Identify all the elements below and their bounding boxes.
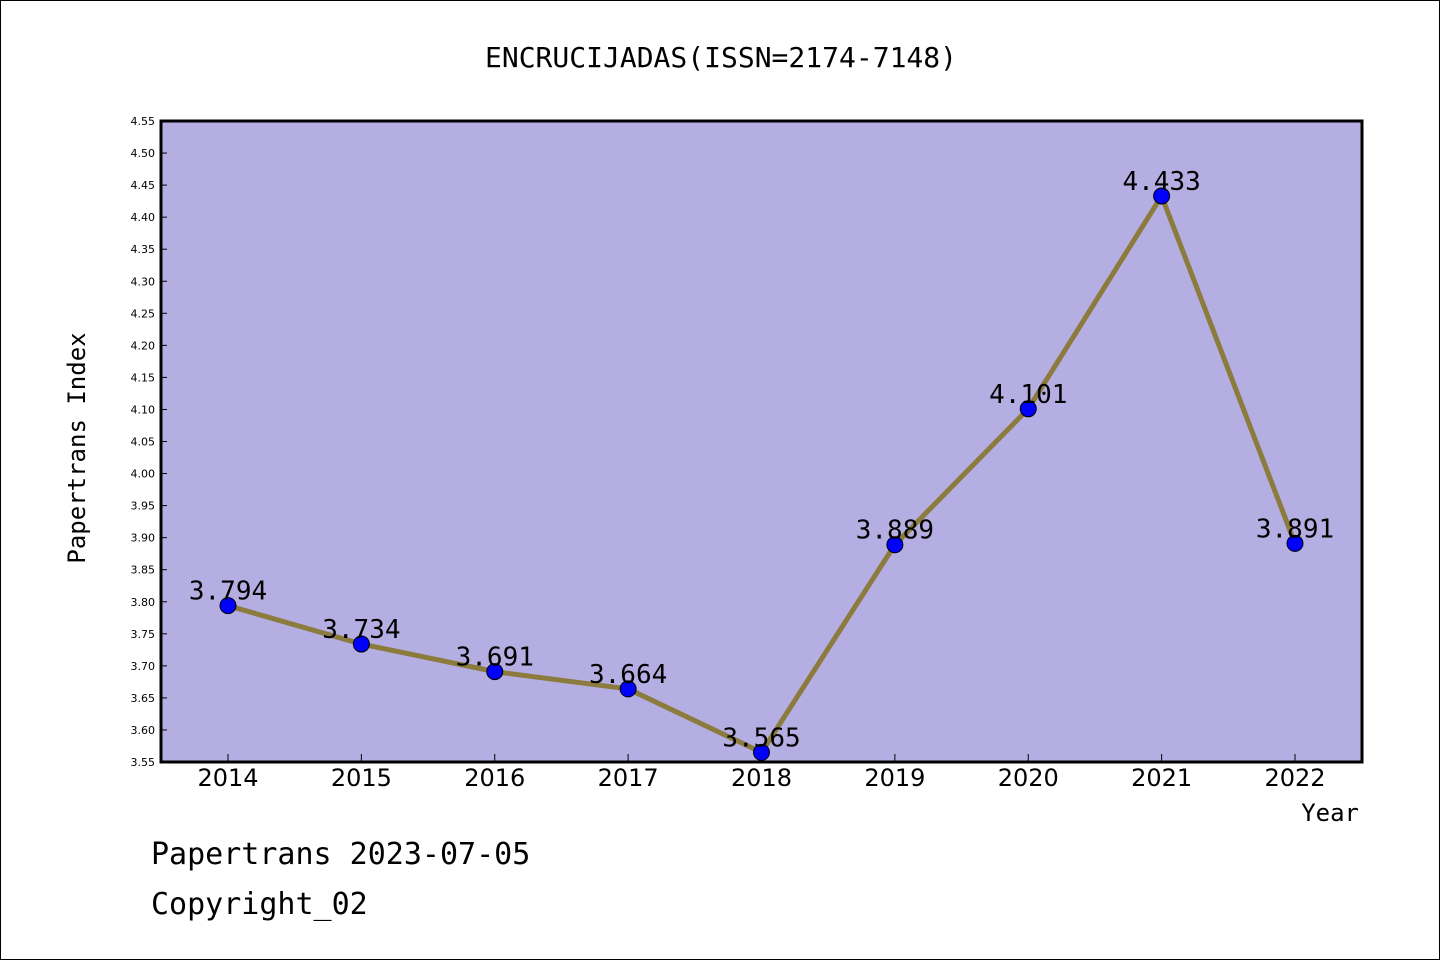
- y-tick-label: 3.60: [131, 724, 156, 737]
- x-tick-label: 2014: [197, 764, 258, 792]
- data-point: [1153, 187, 1171, 205]
- data-point: [753, 743, 770, 761]
- x-tick-label: 2017: [598, 764, 659, 792]
- data-label: 3.664: [589, 660, 667, 690]
- data-label: 3.794: [189, 577, 267, 607]
- y-tick-label: 4.10: [131, 403, 156, 416]
- y-tick-label: 4.15: [131, 371, 156, 384]
- y-tick-label: 3.55: [131, 756, 156, 769]
- x-axis: 2014 2015 2016 2017 2018 2019 2020 2021 2022: [197, 754, 1326, 792]
- data-label: 3.565: [722, 723, 800, 753]
- x-tick-label: 2021: [1131, 764, 1192, 792]
- y-tick-label: 4.35: [131, 243, 156, 256]
- x-tick-label: 2018: [731, 764, 792, 792]
- x-axis-label: Year: [1301, 799, 1359, 827]
- data-point: [486, 663, 504, 681]
- data-point: [886, 536, 904, 554]
- y-tick-label: 3.90: [131, 532, 156, 545]
- chart-title: ENCRUCIJADAS(ISSN=2174-7148): [485, 41, 957, 74]
- y-tick-label: 4.40: [131, 211, 156, 224]
- data-point: [619, 680, 637, 698]
- y-tick-label: 4.25: [131, 307, 156, 320]
- y-tick-label: 3.80: [131, 596, 156, 609]
- data-point: [1019, 400, 1037, 418]
- data-label: 3.734: [322, 615, 400, 645]
- y-tick-label: 4.00: [131, 468, 156, 481]
- data-label: 3.691: [456, 643, 534, 673]
- x-tick-label: 2016: [464, 764, 525, 792]
- footer-copyright: Copyright_02: [151, 887, 368, 922]
- data-label: 4.101: [989, 380, 1067, 410]
- y-tick-label: 4.45: [131, 179, 156, 192]
- y-axis-label: Papertrans Index: [63, 332, 91, 563]
- x-tick-label: 2015: [331, 764, 392, 792]
- y-tick-label: 4.50: [131, 147, 156, 160]
- x-tick-label: 2020: [998, 764, 1059, 792]
- x-tick-label: 2022: [1264, 764, 1325, 792]
- y-tick-label: 4.30: [131, 275, 156, 288]
- data-label: 3.889: [856, 516, 934, 546]
- data-point: [352, 635, 370, 653]
- y-tick-label: 3.95: [131, 500, 156, 513]
- y-tick-label: 3.65: [131, 692, 156, 705]
- data-label: 4.433: [1122, 167, 1200, 197]
- y-tick-label: 3.85: [131, 564, 156, 577]
- series: 3.794 3.734 3.691 3.664 3.565 3.889 4.101 4.433…: [189, 167, 1334, 761]
- plot-area: [159, 119, 1364, 764]
- y-tick-label: 4.20: [131, 339, 156, 352]
- y-tick-label: 3.70: [131, 660, 156, 673]
- y-tick-label: 4.55: [131, 115, 156, 128]
- data-point: [1286, 534, 1304, 552]
- data-point: [219, 597, 237, 615]
- footer-date: Papertrans 2023-07-05: [151, 837, 531, 872]
- y-tick-label: 4.05: [131, 436, 156, 449]
- data-label: 3.891: [1256, 514, 1334, 544]
- x-tick-label: 2019: [864, 764, 925, 792]
- y-axis: 3.55 3.60 3.65 3.70 3.75 3.80 3.85 3.90 3.95 4.00…: [131, 115, 167, 769]
- y-tick-label: 3.75: [131, 628, 156, 641]
